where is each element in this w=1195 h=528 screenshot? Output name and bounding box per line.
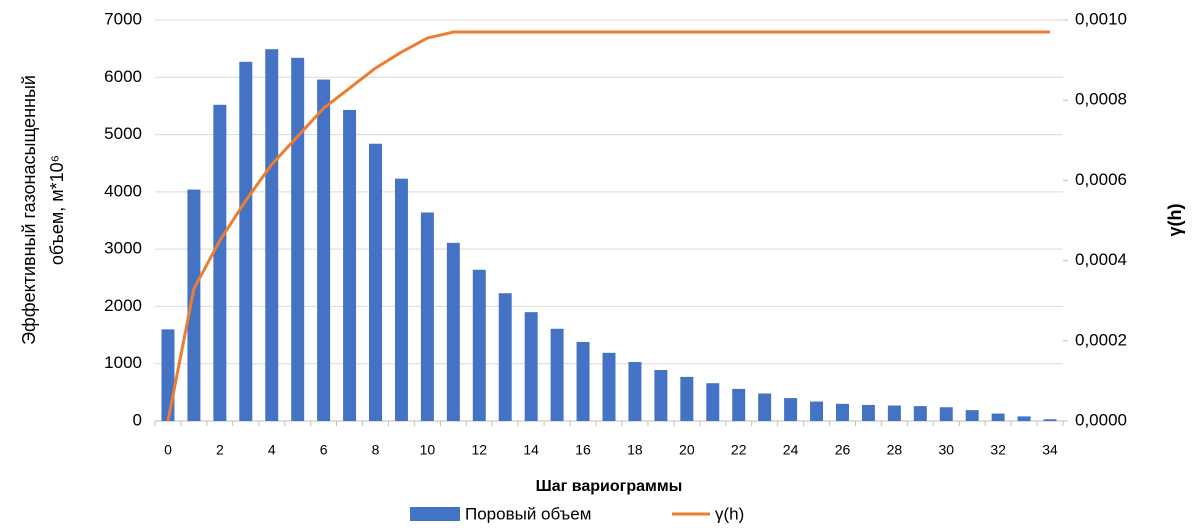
x-tick-label: 18: [627, 442, 643, 458]
x-tick-label: 6: [320, 442, 328, 458]
y-tick-label: 4000: [104, 181, 142, 200]
y-tick-label: 2000: [104, 296, 142, 315]
bar: [758, 393, 772, 421]
bar: [239, 61, 253, 421]
x-tick-label: 8: [372, 442, 380, 458]
y-tick-label: 5000: [104, 124, 142, 143]
bar: [265, 49, 279, 422]
y2-axis-title: γ(h): [1165, 204, 1185, 237]
bar: [628, 361, 642, 421]
bar: [991, 413, 1005, 421]
x-axis-title: Шаг вариограммы: [536, 478, 683, 495]
x-tick-label: 20: [679, 442, 695, 458]
y-tick-label: 6000: [104, 67, 142, 86]
y-tick-label: 0: [133, 410, 142, 429]
bar: [654, 370, 668, 421]
y-axis-title: объем, м*10⁶: [47, 155, 67, 265]
line: [166, 30, 1051, 422]
x-tick-label: 22: [731, 442, 747, 458]
bar: [369, 143, 382, 422]
x-tick-label: 24: [783, 442, 799, 458]
y2-tick-label: 0,0008: [1075, 90, 1127, 109]
bar: [602, 352, 616, 421]
bar: [213, 104, 227, 421]
bar: [887, 405, 901, 421]
y-axis-title: Эффективный газонасыщенный: [19, 75, 39, 345]
legend-swatch: [410, 507, 460, 521]
bar: [343, 109, 357, 421]
bar: [472, 269, 486, 421]
y-tick-label: 1000: [104, 353, 142, 372]
bar: [317, 79, 331, 421]
bar: [784, 398, 798, 421]
bar: [861, 404, 875, 421]
x-tick-label: 32: [990, 442, 1006, 458]
x-tick-label: 26: [835, 442, 851, 458]
bar: [291, 57, 305, 422]
legend-label: γ(h): [715, 504, 744, 523]
y2-tick-label: 0,0006: [1075, 170, 1127, 189]
x-tick-label: 28: [887, 442, 903, 458]
x-tick-label: 14: [523, 442, 539, 458]
bar: [394, 178, 408, 421]
bar: [524, 312, 538, 421]
legend-label: Поровый объем: [465, 504, 591, 523]
y2-tick-label: 0,0004: [1075, 250, 1127, 269]
bar: [550, 328, 564, 421]
bar: [939, 407, 953, 421]
bar: [161, 329, 175, 421]
x-tick-label: 12: [471, 442, 487, 458]
x-tick-label: 2: [216, 442, 224, 458]
x-tick-label: 34: [1042, 442, 1058, 458]
bar: [732, 388, 746, 421]
bar: [913, 406, 927, 421]
y2-tick-label: 0,0002: [1075, 330, 1127, 349]
bar: [498, 293, 512, 421]
bar: [965, 410, 979, 421]
bar: [706, 383, 720, 421]
bar: [1017, 416, 1031, 421]
x-tick-label: 4: [268, 442, 276, 458]
bar: [680, 376, 694, 421]
bar: [1043, 419, 1057, 421]
bar: [576, 341, 590, 421]
x-tick-label: 10: [420, 442, 436, 458]
x-tick-label: 16: [575, 442, 591, 458]
bar: [420, 212, 434, 421]
x-tick-label: 0: [164, 442, 172, 458]
bar: [836, 403, 849, 421]
y-tick-label: 7000: [104, 9, 142, 28]
x-tick-label: 30: [938, 442, 954, 458]
y2-tick-label: 0,0000: [1075, 410, 1127, 429]
y2-tick-label: 0,0010: [1075, 9, 1127, 28]
y-tick-label: 3000: [104, 239, 142, 258]
bar: [810, 401, 824, 421]
bar: [446, 242, 460, 421]
bar: [187, 189, 201, 421]
